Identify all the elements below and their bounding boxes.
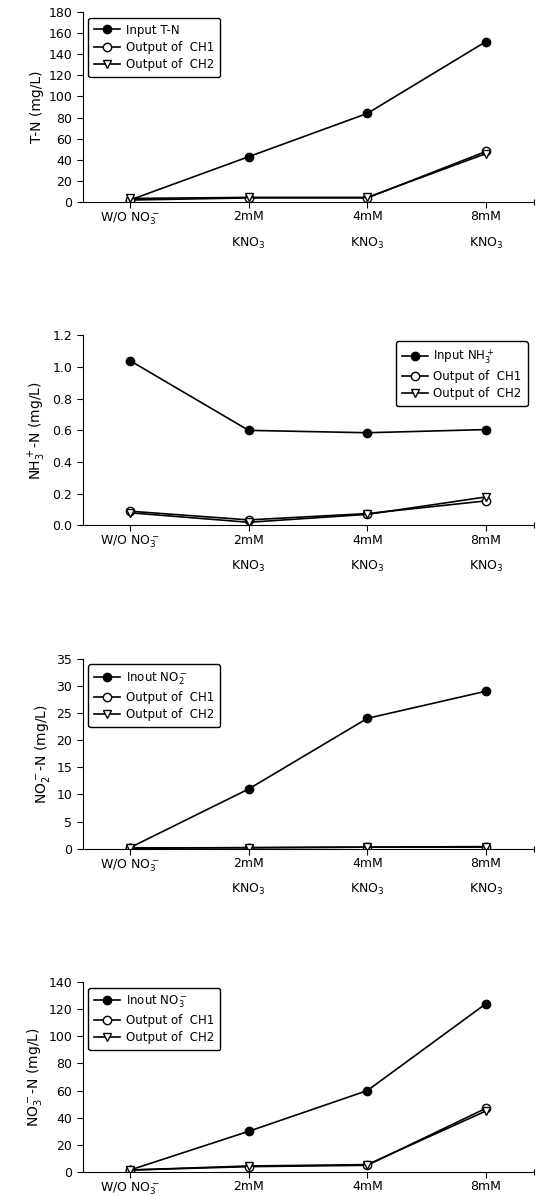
Line: Output of  CH2: Output of CH2: [126, 493, 490, 526]
Output of  CH1: [245, 190, 252, 205]
Inout NO$_2^-$: [126, 841, 133, 855]
Output of  CH1: [364, 840, 371, 854]
Output of  CH2: [483, 146, 490, 160]
Line: Output of  CH2: Output of CH2: [126, 1106, 490, 1174]
Output of  CH1: [364, 190, 371, 205]
Text: KNO$_3$: KNO$_3$: [469, 236, 503, 251]
Input T-N: [245, 150, 252, 164]
Inout NO$_3^-$: [364, 1084, 371, 1098]
Text: KNO$_3$: KNO$_3$: [469, 883, 503, 897]
Line: Output of  CH2: Output of CH2: [126, 150, 490, 202]
Output of  CH2: [364, 840, 371, 854]
Line: Output of  CH1: Output of CH1: [126, 1104, 490, 1174]
Legend: Inout NO$_3^-$, Output of  CH1, Output of  CH2: Inout NO$_3^-$, Output of CH1, Output of…: [89, 988, 221, 1050]
Output of  CH2: [364, 1158, 371, 1172]
Line: Output of  CH1: Output of CH1: [126, 496, 490, 524]
Output of  CH2: [126, 191, 133, 206]
Legend: Inout NO$_2^-$, Output of  CH1, Output of  CH2: Inout NO$_2^-$, Output of CH1, Output of…: [89, 665, 221, 727]
Text: KNO$_3$: KNO$_3$: [232, 236, 266, 251]
Output of  CH2: [126, 841, 133, 855]
Y-axis label: T-N (mg/L): T-N (mg/L): [30, 71, 44, 144]
Input T-N: [364, 106, 371, 121]
Inout NO$_2^-$: [245, 782, 252, 797]
Inout NO$_3^-$: [483, 996, 490, 1011]
Text: KNO$_3$: KNO$_3$: [232, 559, 266, 574]
Output of  CH2: [245, 190, 252, 205]
Output of  CH1: [126, 504, 133, 518]
Input NH$_3^+$: [126, 354, 133, 368]
Line: Inout NO$_3^-$: Inout NO$_3^-$: [126, 1000, 490, 1174]
Inout NO$_2^-$: [364, 712, 371, 726]
Output of  CH1: [364, 506, 371, 520]
Output of  CH2: [483, 840, 490, 854]
Inout NO$_2^-$: [483, 684, 490, 698]
Input NH$_3^+$: [364, 426, 371, 440]
Inout NO$_3^-$: [245, 1124, 252, 1139]
Y-axis label: NO$_3^-$-N (mg/L): NO$_3^-$-N (mg/L): [25, 1027, 44, 1127]
Line: Inout NO$_2^-$: Inout NO$_2^-$: [126, 687, 490, 852]
Text: KNO$_3$: KNO$_3$: [350, 883, 384, 897]
Text: KNO$_3$: KNO$_3$: [350, 559, 384, 574]
Line: Output of  CH1: Output of CH1: [126, 147, 490, 205]
Output of  CH2: [245, 841, 252, 855]
Output of  CH1: [483, 145, 490, 159]
Output of  CH2: [126, 1163, 133, 1177]
Input NH$_3^+$: [245, 423, 252, 438]
Output of  CH1: [245, 841, 252, 855]
Y-axis label: NO$_2^-$-N (mg/L): NO$_2^-$-N (mg/L): [33, 703, 52, 804]
Output of  CH2: [364, 507, 371, 521]
Line: Input T-N: Input T-N: [126, 37, 490, 205]
Legend: Input T-N, Output of  CH1, Output of  CH2: Input T-N, Output of CH1, Output of CH2: [89, 18, 221, 77]
Output of  CH1: [245, 513, 252, 527]
Legend: Input NH$_3^+$, Output of  CH1, Output of  CH2: Input NH$_3^+$, Output of CH1, Output of…: [395, 341, 527, 407]
Output of  CH2: [483, 489, 490, 504]
Output of  CH1: [126, 1163, 133, 1177]
Y-axis label: NH$_3^+$-N (mg/L): NH$_3^+$-N (mg/L): [26, 380, 48, 480]
Output of  CH2: [245, 1159, 252, 1173]
Inout NO$_3^-$: [126, 1163, 133, 1177]
Line: Output of  CH1: Output of CH1: [126, 843, 490, 853]
Input T-N: [483, 35, 490, 49]
Output of  CH2: [483, 1104, 490, 1118]
Output of  CH2: [364, 190, 371, 205]
Input NH$_3^+$: [483, 422, 490, 437]
Output of  CH1: [126, 193, 133, 207]
Output of  CH1: [483, 840, 490, 854]
Text: KNO$_3$: KNO$_3$: [469, 559, 503, 574]
Output of  CH2: [126, 506, 133, 520]
Line: Output of  CH2: Output of CH2: [126, 842, 490, 852]
Output of  CH2: [245, 515, 252, 530]
Line: Input NH$_3^+$: Input NH$_3^+$: [126, 356, 490, 437]
Output of  CH1: [126, 841, 133, 855]
Output of  CH1: [245, 1159, 252, 1173]
Output of  CH1: [364, 1158, 371, 1172]
Text: KNO$_3$: KNO$_3$: [350, 236, 384, 251]
Input T-N: [126, 193, 133, 207]
Output of  CH1: [483, 1102, 490, 1116]
Output of  CH1: [483, 494, 490, 508]
Text: KNO$_3$: KNO$_3$: [232, 883, 266, 897]
